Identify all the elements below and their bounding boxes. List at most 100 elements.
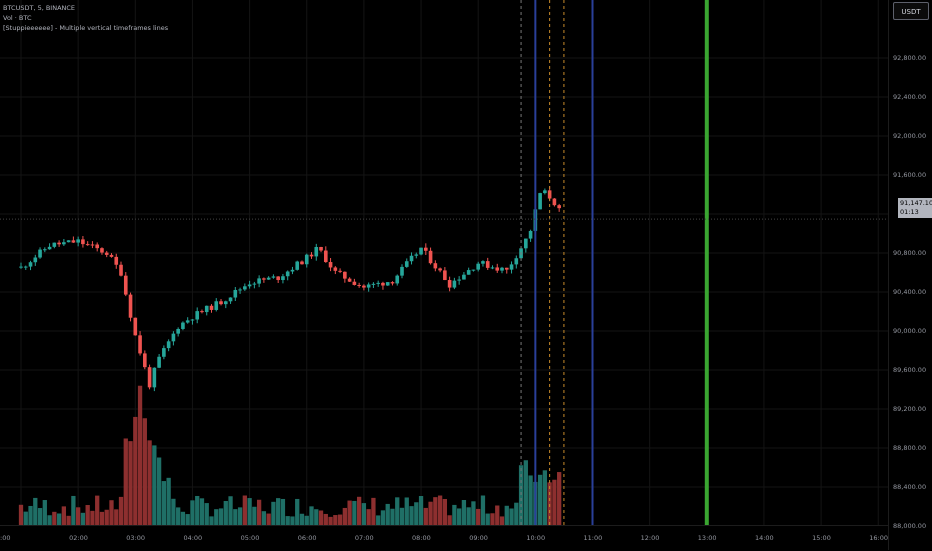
volume-bar [476,508,481,525]
candle-body [171,333,176,342]
volume-bar [185,514,190,525]
price-tick-label: 88,800.00 [893,444,927,452]
candle-body [309,254,314,257]
volume-bar [237,507,243,525]
price-scale[interactable]: 92,800.00 92,400.00 92,000.00 91,600.00 90,8… [888,0,932,550]
volume-bar [166,477,171,525]
volume-bar [99,511,105,525]
candle-body [262,278,266,280]
volume-bar [271,501,276,525]
candle-body [38,249,42,258]
volume-bar [542,470,548,525]
chart-area[interactable]: BTCUSDT, 5, BINANCE Vol · BTC [Stuppieee… [0,0,888,525]
candle-body [323,250,328,263]
volume-bar [437,495,443,525]
volume-bar [418,496,424,525]
legend-volume[interactable]: Vol · BTC [3,14,32,22]
price-tick-label: 89,600.00 [893,366,927,374]
candle-body [538,193,542,210]
volume-bar [80,512,86,525]
volume-bar [504,505,509,525]
candle-body [328,262,333,268]
candle-body [543,190,547,194]
candle-body [47,246,52,250]
volume-bar [228,496,233,525]
candle-body [390,282,395,284]
volume-bar [71,495,76,525]
candle-body [552,198,557,206]
candle-body [457,279,461,281]
candle-body [114,256,119,265]
volume-bar [276,498,281,525]
candle-body [157,356,161,368]
candle-body [490,267,495,269]
candle-body [290,269,295,272]
volume-bar [361,503,367,525]
legend-symbol[interactable]: BTCUSDT, 5, BINANCE [3,4,76,12]
candle-body [271,276,276,278]
volume-bar [199,498,205,525]
candle-body [333,267,338,271]
volume-bar [442,498,448,525]
candle-body [228,297,233,302]
price-tick-label: 92,000.00 [893,132,927,140]
volume-bar [457,508,462,525]
time-tick-label: 11:00 [583,534,603,542]
candle-body [395,275,400,284]
price-tick-label: 90,800.00 [893,249,927,257]
candle-body [162,348,166,357]
volume-bar [90,510,95,525]
candle-body [28,262,33,267]
candle-body [143,353,147,368]
legend-indicator[interactable]: [Stuppieeeeee] - Multiple vertical timef… [3,24,169,32]
candle-body [133,317,138,336]
volume-bar [480,495,486,525]
price-tick-label: 88,000.00 [893,522,927,530]
volume-bar [114,509,119,525]
volume-bar [371,497,376,525]
time-tick-label: 03:00 [126,534,146,542]
volume-bar [537,474,543,525]
last-price-value: 91,147.10 [900,199,932,207]
volume-bar [447,515,452,525]
time-tick-label: 05:00 [240,534,260,542]
plot-svg[interactable] [0,0,888,525]
candle-body [176,328,180,334]
candle-body [52,242,57,247]
candle-body [238,289,242,291]
currency-button[interactable]: USDT [893,2,929,20]
price-tick-label: 92,800.00 [893,54,927,62]
time-tick-label: 13:00 [697,534,717,542]
volume-bar [147,440,152,525]
volume-bar [137,385,143,525]
candle-body [447,280,452,288]
volume-bar [423,507,428,525]
volume-bar [409,506,414,525]
volume-bar [28,505,33,525]
candle-body [476,263,481,270]
time-tick-label: :00 [0,534,11,542]
time-scale[interactable]: :00 02:00 03:00 04:00 05:00 06:00 07:00 08:00 09… [0,525,888,551]
candle-body [462,274,466,280]
candle-body [524,238,528,249]
volume-bar [47,515,52,525]
candle-body [181,322,185,329]
candle-body [500,267,504,271]
candle-body [528,230,533,239]
volume-bar [547,482,552,525]
volume-bar [133,416,138,525]
volume-bar [304,515,309,525]
volume-bar [376,515,381,525]
time-tick-label: 16:00 [869,534,888,542]
volume-bar [95,495,100,525]
volume-bar [309,506,314,525]
volume-bar [299,513,305,525]
volume-bar [328,516,333,525]
candle-body [276,276,280,281]
volume-bar [280,498,286,525]
volume-bar [347,500,352,525]
volume-bar [356,496,362,525]
candle-body [343,271,347,279]
price-tick-label: 90,400.00 [893,288,927,296]
volume-bar [223,500,228,525]
